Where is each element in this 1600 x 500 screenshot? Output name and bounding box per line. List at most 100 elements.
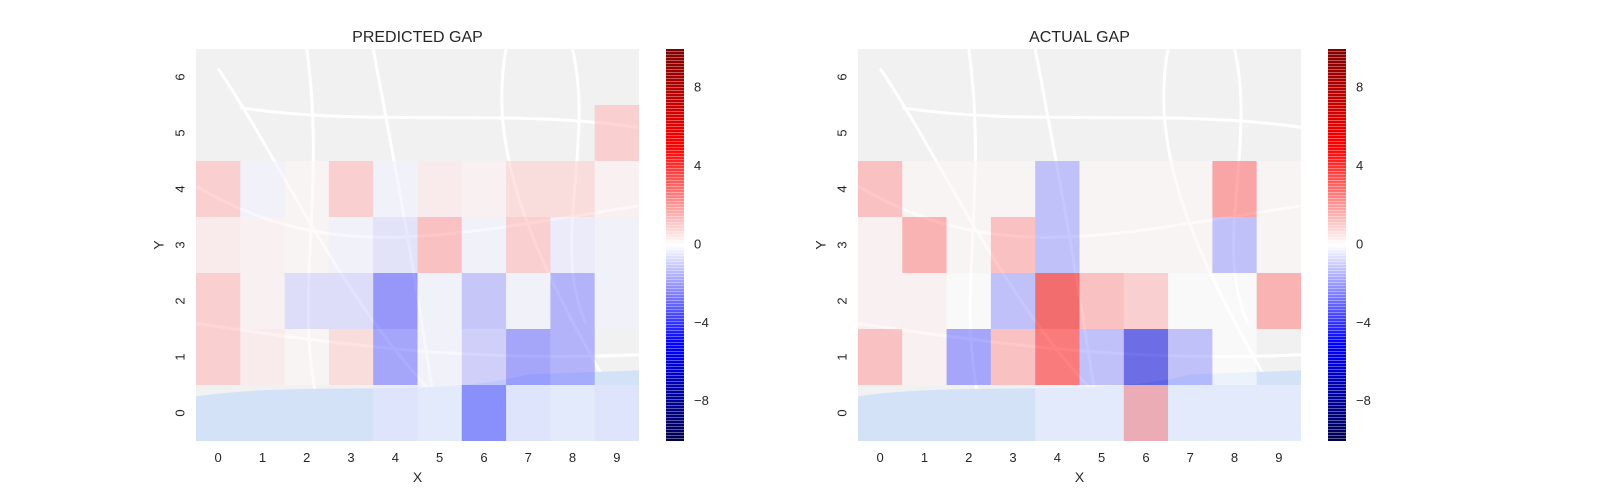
heatmap-cell xyxy=(594,273,639,329)
colorbar-tick-label: 8 xyxy=(1356,80,1363,95)
x-tick-label: 8 xyxy=(569,450,576,465)
heatmap-panel-1: ACTUAL GAP 0 1 2 3 4 5 6 7 8 9 0 1 2 3 4 5 6 X Y 8 4 0 −4 −8 xyxy=(813,29,1371,485)
heatmap-cell xyxy=(461,217,507,273)
x-axis-label: X xyxy=(413,469,423,485)
colorbar-tick-label: −4 xyxy=(1356,315,1371,330)
heatmap-cell xyxy=(196,329,241,385)
x-tick-label: 7 xyxy=(1187,450,1194,465)
y-tick-label: 6 xyxy=(834,73,849,80)
heatmap-cell xyxy=(373,385,418,441)
heatmap-cell xyxy=(506,385,551,441)
x-tick-label: 6 xyxy=(480,450,487,465)
heatmap-panel-0: PREDICTED GAP 0 1 2 3 4 5 6 7 8 9 0 1 2 3 4 5 6 X Y 8 4 0 −4 −8 xyxy=(151,29,709,485)
heatmap-cell xyxy=(461,273,507,329)
heatmap-cell xyxy=(461,161,507,217)
x-tick-label: 4 xyxy=(392,450,399,465)
heatmap-cell xyxy=(417,217,462,273)
x-tick-label: 7 xyxy=(525,450,532,465)
heatmap-cell xyxy=(1168,217,1213,273)
colorbar-tick-label: −8 xyxy=(694,393,709,408)
y-tick-label: 2 xyxy=(172,297,187,304)
heatmap-cell xyxy=(1123,217,1169,273)
heatmap-cell xyxy=(240,217,285,273)
heatmap-cell xyxy=(1123,273,1169,329)
heatmap-cell xyxy=(1212,273,1257,329)
y-axis-label: Y xyxy=(813,240,829,250)
y-tick-label: 4 xyxy=(172,185,187,192)
heatmap-cell xyxy=(1079,273,1124,329)
x-tick-label: 6 xyxy=(1142,450,1149,465)
heatmap-cell xyxy=(1256,217,1301,273)
heatmap-cell xyxy=(858,161,903,217)
heatmap-cell xyxy=(990,161,1036,217)
heatmap-cell xyxy=(373,161,418,217)
x-tick-label: 3 xyxy=(347,450,354,465)
heatmap-cell xyxy=(328,273,374,329)
heatmap-cell xyxy=(902,329,947,385)
colorbar-tick-label: 0 xyxy=(1356,236,1363,251)
heatmap-cell xyxy=(240,161,285,217)
heatmap-cell xyxy=(1035,329,1080,385)
heatmap-cell xyxy=(373,217,418,273)
heatmap-cell xyxy=(284,273,329,329)
heatmap-cell xyxy=(1035,161,1080,217)
heatmap-cell xyxy=(506,329,551,385)
heatmap-cell xyxy=(461,385,507,441)
heatmap-cell xyxy=(990,329,1036,385)
heatmap-cell xyxy=(594,105,639,161)
heatmap-cell xyxy=(1256,161,1301,217)
heatmap-cell xyxy=(858,273,903,329)
colorbar: 8 4 0 −4 −8 xyxy=(666,49,709,441)
x-axis-label: X xyxy=(1075,469,1085,485)
y-tick-label: 2 xyxy=(834,297,849,304)
heatmap-cell xyxy=(1035,385,1080,441)
heatmap-cell xyxy=(1168,385,1213,441)
x-tick-label: 5 xyxy=(1098,450,1105,465)
heatmap-cell xyxy=(946,161,991,217)
map-road xyxy=(902,106,1302,129)
heatmap-cell xyxy=(1168,161,1213,217)
x-tick-label: 9 xyxy=(1275,450,1282,465)
heatmap-cell xyxy=(1123,385,1169,441)
heatmap-cell xyxy=(417,329,462,385)
heatmap-cell xyxy=(1123,329,1169,385)
x-tick-label: 0 xyxy=(215,450,222,465)
heatmap-cell xyxy=(550,217,595,273)
y-tick-label: 3 xyxy=(834,241,849,248)
heatmap-cell xyxy=(1123,161,1169,217)
heatmap-cell xyxy=(240,273,285,329)
heatmap-cell xyxy=(550,273,595,329)
heatmap-cell xyxy=(1079,161,1124,217)
heatmap-cell xyxy=(506,273,551,329)
y-tick-label: 6 xyxy=(172,73,187,80)
colorbar-tick-label: −4 xyxy=(694,315,709,330)
colorbar-tick-label: 4 xyxy=(1356,158,1363,173)
heatmap-cell xyxy=(550,385,595,441)
heatmap-cell xyxy=(902,161,947,217)
y-axis-label: Y xyxy=(151,240,167,250)
x-tick-label: 3 xyxy=(1009,450,1016,465)
heatmap-cell xyxy=(461,329,507,385)
heatmap-cell xyxy=(990,273,1036,329)
x-tick-label: 9 xyxy=(613,450,620,465)
heatmap-cell xyxy=(284,217,329,273)
y-tick-label: 1 xyxy=(172,353,187,360)
heatmap-cell xyxy=(506,161,551,217)
y-tick-label: 1 xyxy=(834,353,849,360)
heatmap-cell xyxy=(1079,217,1124,273)
heatmap-cell xyxy=(506,217,551,273)
colorbar-tick-label: 8 xyxy=(694,80,701,95)
x-tick-label: 2 xyxy=(303,450,310,465)
heatmap-cell xyxy=(196,161,241,217)
chart-title: PREDICTED GAP xyxy=(352,29,483,46)
heatmap-cell xyxy=(550,329,595,385)
heatmap-cell xyxy=(1035,217,1080,273)
x-tick-label: 1 xyxy=(921,450,928,465)
x-tick-label: 1 xyxy=(259,450,266,465)
y-tick-label: 3 xyxy=(172,241,187,248)
chart-title: ACTUAL GAP xyxy=(1029,29,1130,46)
colorbar-tick-label: −8 xyxy=(1356,393,1371,408)
x-tick-label: 8 xyxy=(1231,450,1238,465)
heatmap-cell xyxy=(1256,273,1301,329)
